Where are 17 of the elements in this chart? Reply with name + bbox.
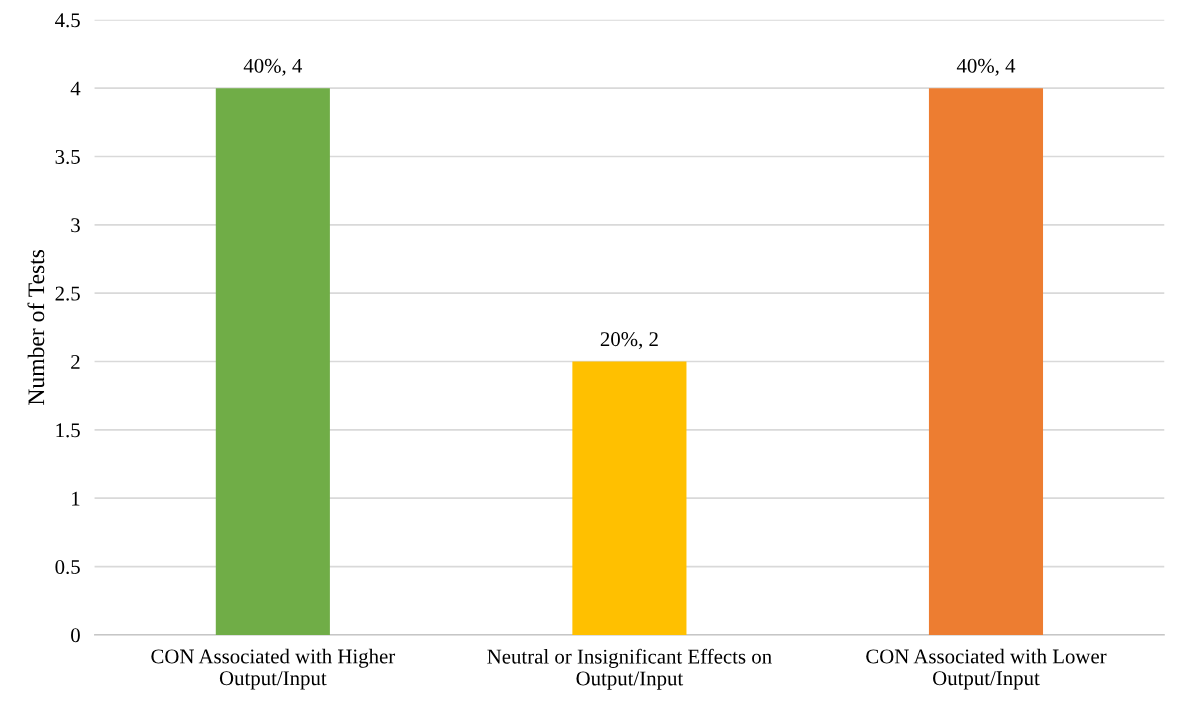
y-tick-label: 3.5 [55,149,80,165]
x-tick-label: CON Associated with Lower Output/Input [866,648,1107,690]
y-tick-label: 0.5 [55,559,80,575]
x-tick-label: CON Associated with Higher Output/Input [151,648,396,690]
y-axis-title: Number of Tests [27,249,45,405]
y-tick-label: 0 [71,628,80,643]
y-tick-label: 4.5 [55,13,80,28]
y-tick-label: 2.5 [55,286,80,301]
data-label: 20%, 2 [600,332,658,350]
y-tick-label: 4 [70,81,81,96]
y-tick-label: 2 [71,354,80,369]
data-label: 40%, 4 [243,58,303,76]
x-tick-label: Neutral or Insignificant Effects on Output/Input [487,648,772,690]
y-tick-label: 1 [72,491,80,506]
data-label: 40%, 4 [956,58,1016,76]
y-tick-label: 3 [71,218,80,233]
y-tick-label: 1.5 [56,423,80,438]
